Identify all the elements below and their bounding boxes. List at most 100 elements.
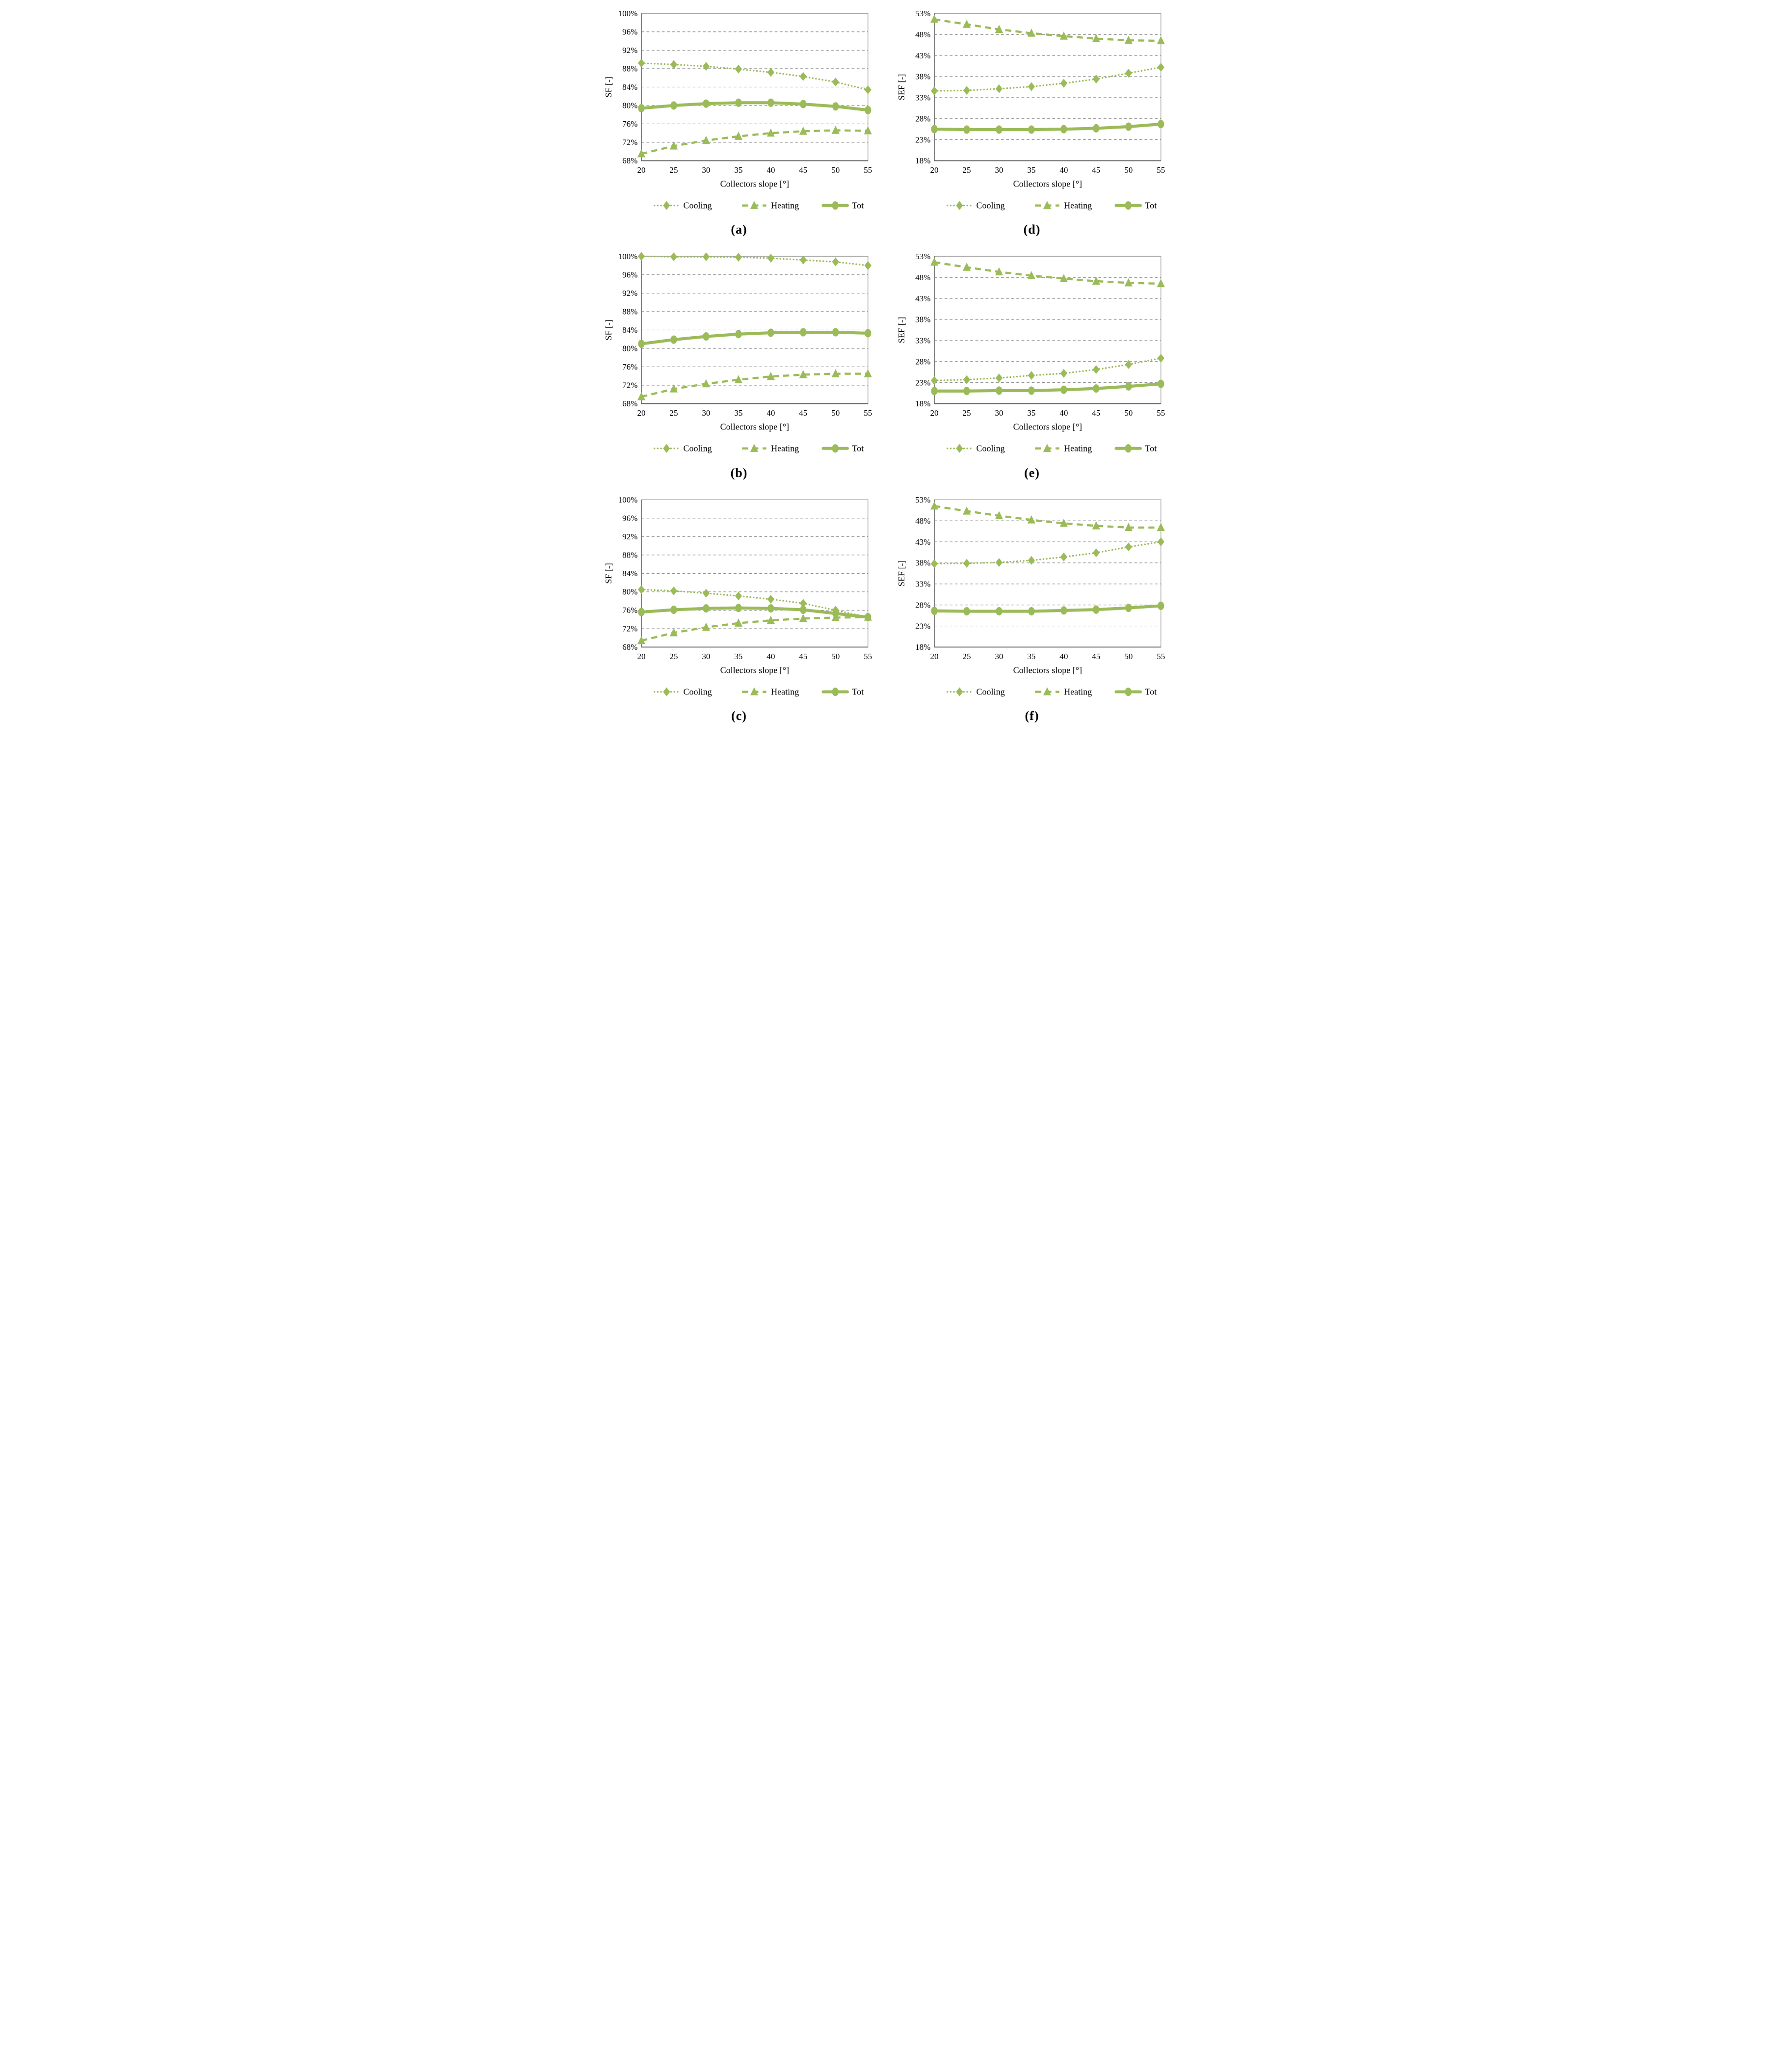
circle-marker (767, 98, 774, 107)
y-axis-title: SF [-] (604, 563, 613, 584)
triangle-marker (702, 379, 710, 388)
caption-e: (e) (1024, 465, 1040, 480)
diamond-marker (955, 201, 963, 210)
y-tick-label: 96% (622, 27, 637, 37)
circle-marker (1092, 124, 1099, 133)
triangle-marker (669, 628, 678, 637)
circle-marker (1092, 605, 1099, 614)
circle-marker (735, 603, 742, 612)
y-tick-label: 76% (622, 606, 637, 615)
circle-marker (1028, 125, 1035, 134)
triangle-marker (995, 511, 1003, 519)
diamond-marker (735, 253, 742, 262)
triangle-marker (1124, 35, 1133, 44)
circle-marker (702, 332, 710, 341)
panel-e: 18% 23% 28% 33% 38% 43% 48% 53% 20 25 30 35 40 45 50 55… (897, 250, 1167, 480)
diamond-marker (963, 375, 970, 385)
x-tick-label: 55 (864, 409, 872, 418)
diamond-marker (832, 78, 839, 87)
diamond-marker (1125, 360, 1132, 370)
legend-item-cooling: Cooling (946, 444, 1004, 453)
x-tick-label: 30 (995, 409, 1003, 418)
y-tick-label: 68% (622, 642, 637, 652)
diamond-marker (1028, 371, 1035, 380)
diamond-marker (1092, 548, 1100, 558)
caption-f: (f) (1025, 709, 1039, 723)
circle-marker (637, 104, 645, 113)
x-tick-label: 50 (831, 409, 840, 418)
x-axis-title: Collectors slope [°] (1013, 179, 1082, 189)
legend-item-tot: Tot (821, 444, 864, 453)
x-tick-label: 20 (930, 165, 938, 175)
y-tick-label: 33% (915, 579, 930, 588)
legend: Cooling Heating Tot (946, 444, 1157, 453)
x-tick-label: 55 (864, 652, 872, 661)
diamond-marker (955, 687, 963, 696)
diamond-marker (1060, 79, 1067, 88)
diamond-marker (799, 256, 807, 265)
x-tick-label: 35 (1027, 165, 1035, 175)
figure-page: 68% 72% 76% 80% 84% 88% 92% 96% 100% 20 25 30 35 40 45… (591, 0, 1180, 738)
chart-b: 68% 72% 76% 80% 84% 88% 92% 96% 100% 20 25 30 35 40 45… (604, 250, 874, 460)
circle-marker (735, 330, 742, 339)
triangle-marker (637, 392, 645, 400)
triangle-marker (799, 613, 807, 622)
series-tot (930, 120, 1164, 134)
series-cooling (930, 354, 1164, 385)
x-tick-label: 20 (930, 409, 938, 418)
diamond-marker (702, 62, 710, 71)
chart-svg-c: 68% 72% 76% 80% 84% 88% 92% 96% 100% 20 25 30 35 40 45… (604, 495, 872, 696)
diamond-marker (955, 444, 963, 453)
triangle-marker (799, 126, 807, 135)
x-tick-label: 25 (669, 165, 678, 175)
diamond-marker (670, 586, 677, 595)
y-tick-label: 53% (915, 252, 930, 261)
y-tick-label: 80% (622, 101, 637, 110)
circle-marker (995, 386, 1003, 395)
legend-label: Cooling (683, 687, 712, 696)
x-tick-label: 35 (1027, 409, 1035, 418)
x-tick-label: 45 (1092, 409, 1100, 418)
legend-item-cooling: Cooling (946, 687, 1004, 696)
y-tick-label: 23% (915, 378, 930, 388)
legend-item-tot: Tot (1114, 444, 1157, 453)
y-tick-label: 43% (915, 537, 930, 547)
diamond-marker (702, 252, 710, 262)
legend-item-cooling: Cooling (653, 444, 712, 453)
diamond-marker (1060, 369, 1067, 378)
triangle-marker (831, 126, 840, 134)
diamond-marker (832, 257, 839, 266)
diamond-marker (1157, 537, 1164, 546)
y-tick-label: 18% (915, 399, 930, 409)
circle-marker (1125, 122, 1132, 131)
y-tick-label: 88% (622, 550, 637, 559)
y-tick-label: 48% (915, 516, 930, 526)
triangle-marker (1027, 28, 1035, 37)
circle-marker (832, 201, 839, 210)
x-tick-label: 35 (734, 652, 742, 661)
circle-marker (963, 387, 970, 396)
y-tick-label: 84% (622, 82, 637, 92)
x-tick-label: 30 (995, 165, 1003, 175)
diamond-marker (767, 254, 774, 263)
legend-label: Cooling (976, 444, 1004, 453)
y-tick-label: 48% (915, 273, 930, 282)
triangle-marker (767, 372, 775, 380)
y-tick-label: 84% (622, 569, 637, 578)
chart-svg-b: 68% 72% 76% 80% 84% 88% 92% 96% 100% 20 25 30 35 40 45… (604, 252, 872, 453)
x-axis-title: Collectors slope [°] (1013, 665, 1082, 675)
circle-marker (637, 608, 645, 616)
circle-marker (930, 387, 938, 396)
x-tick-label: 40 (1059, 652, 1068, 661)
x-tick-label: 50 (1124, 652, 1133, 661)
legend-label: Heating (1064, 444, 1092, 453)
series-tot (637, 603, 871, 621)
triangle-marker (930, 501, 938, 510)
x-tick-label: 20 (637, 165, 645, 175)
legend-label: Heating (771, 200, 799, 210)
diamond-marker (930, 559, 938, 568)
diamond-marker (662, 201, 670, 210)
circle-marker (670, 101, 677, 110)
x-tick-label: 30 (702, 409, 710, 418)
circle-marker (1157, 120, 1164, 129)
